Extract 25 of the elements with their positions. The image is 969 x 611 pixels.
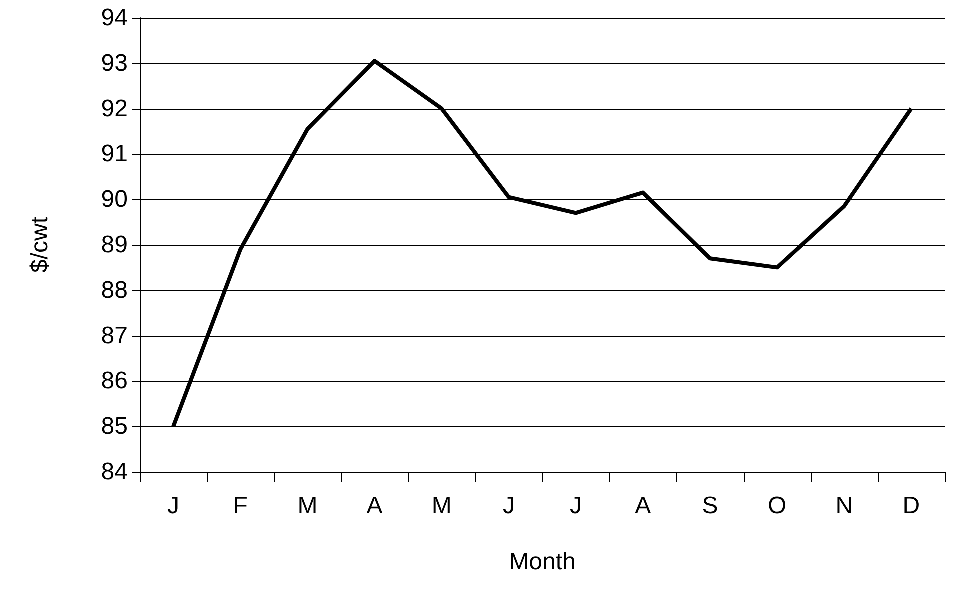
y-tick-label: 84 <box>101 458 128 486</box>
x-tick-label: M <box>432 492 452 520</box>
y-tick-label: 88 <box>101 276 128 304</box>
y-tick-label: 90 <box>101 186 128 214</box>
x-tick-label: F <box>233 492 248 520</box>
y-tick-label: 93 <box>101 50 128 77</box>
y-tick-label: 86 <box>101 368 128 395</box>
y-axis-title: $/cwt <box>26 216 54 274</box>
x-tick-label: J <box>570 492 582 520</box>
x-tick-label: A <box>366 492 383 520</box>
x-tick-label: D <box>902 492 920 520</box>
y-tick-label: 87 <box>101 322 128 350</box>
x-tick-label: M <box>298 492 318 520</box>
y-tick-label: 94 <box>101 4 128 32</box>
x-tick-label: O <box>768 492 787 520</box>
y-tick-label: 92 <box>101 95 128 122</box>
x-tick-label: J <box>168 492 180 520</box>
y-tick-label: 91 <box>101 140 128 168</box>
x-tick-label: J <box>502 492 515 520</box>
x-tick-label: N <box>836 492 854 520</box>
x-axis-title: Month <box>509 548 576 576</box>
y-tick-label: 89 <box>101 232 128 258</box>
y-tick-label: 85 <box>101 413 128 440</box>
x-tick-label: S <box>702 492 718 520</box>
x-tick-label: A <box>635 492 652 520</box>
